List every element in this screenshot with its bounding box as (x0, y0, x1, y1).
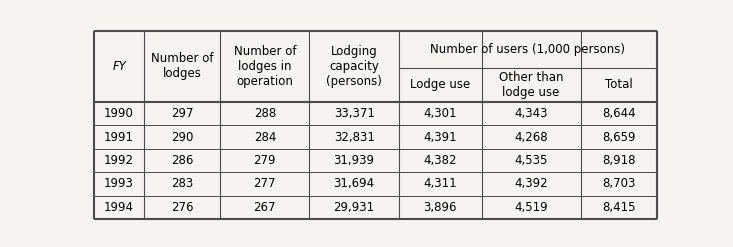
Text: 4,343: 4,343 (515, 107, 548, 120)
Text: 1993: 1993 (103, 177, 133, 190)
Text: Total: Total (605, 79, 633, 91)
Text: Number of users (1,000 persons): Number of users (1,000 persons) (430, 43, 625, 56)
Text: 29,931: 29,931 (334, 201, 375, 214)
Text: 276: 276 (171, 201, 194, 214)
Text: 8,644: 8,644 (602, 107, 636, 120)
Text: 284: 284 (254, 131, 276, 144)
Text: 1990: 1990 (103, 107, 133, 120)
Text: FY: FY (112, 60, 126, 73)
Text: 4,392: 4,392 (515, 177, 548, 190)
Text: 3,896: 3,896 (424, 201, 457, 214)
Text: 8,703: 8,703 (602, 177, 636, 190)
Text: 1994: 1994 (103, 201, 133, 214)
Text: 288: 288 (254, 107, 276, 120)
Text: 1992: 1992 (103, 154, 133, 167)
Text: 286: 286 (171, 154, 194, 167)
Text: 4,535: 4,535 (515, 154, 548, 167)
Text: 4,268: 4,268 (515, 131, 548, 144)
Text: 267: 267 (254, 201, 276, 214)
Text: 33,371: 33,371 (334, 107, 375, 120)
Text: 8,918: 8,918 (602, 154, 636, 167)
Text: 290: 290 (171, 131, 194, 144)
Text: 279: 279 (254, 154, 276, 167)
Text: 4,301: 4,301 (424, 107, 457, 120)
Text: 8,415: 8,415 (602, 201, 636, 214)
Text: 4,311: 4,311 (424, 177, 457, 190)
Text: 4,382: 4,382 (424, 154, 457, 167)
Text: 277: 277 (254, 177, 276, 190)
Text: Number of
lodges: Number of lodges (151, 52, 213, 80)
Text: Lodging
capacity
(persons): Lodging capacity (persons) (326, 45, 382, 88)
Text: 32,831: 32,831 (334, 131, 375, 144)
Text: 8,659: 8,659 (602, 131, 636, 144)
Text: 31,694: 31,694 (334, 177, 375, 190)
Text: 31,939: 31,939 (334, 154, 375, 167)
Text: 4,391: 4,391 (424, 131, 457, 144)
Text: 4,519: 4,519 (515, 201, 548, 214)
Text: 297: 297 (171, 107, 194, 120)
Text: 283: 283 (171, 177, 194, 190)
Text: Other than
lodge use: Other than lodge use (499, 71, 564, 99)
Text: Number of
lodges in
operation: Number of lodges in operation (234, 45, 296, 88)
Text: Lodge use: Lodge use (410, 79, 471, 91)
Text: 1991: 1991 (103, 131, 133, 144)
